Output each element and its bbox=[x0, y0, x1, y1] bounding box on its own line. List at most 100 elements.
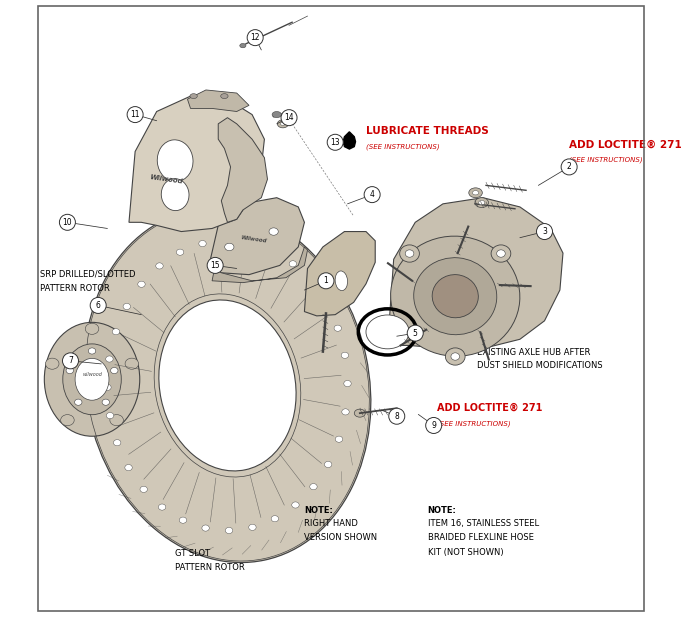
Circle shape bbox=[247, 30, 263, 46]
Ellipse shape bbox=[161, 178, 189, 210]
Polygon shape bbox=[209, 247, 307, 283]
Ellipse shape bbox=[414, 258, 497, 334]
Ellipse shape bbox=[102, 399, 109, 405]
Ellipse shape bbox=[179, 517, 187, 523]
Text: DUST SHIELD MODIFICATIONS: DUST SHIELD MODIFICATIONS bbox=[477, 361, 603, 370]
Ellipse shape bbox=[334, 325, 342, 331]
Text: PATTERN ROTOR: PATTERN ROTOR bbox=[175, 563, 245, 572]
Text: 2: 2 bbox=[567, 162, 571, 172]
Ellipse shape bbox=[75, 399, 82, 405]
Circle shape bbox=[318, 273, 334, 289]
Ellipse shape bbox=[72, 327, 162, 431]
Polygon shape bbox=[388, 197, 563, 349]
Circle shape bbox=[407, 325, 424, 341]
Ellipse shape bbox=[281, 122, 286, 125]
Ellipse shape bbox=[176, 249, 184, 255]
Text: (SEE INSTRUCTIONS): (SEE INSTRUCTIONS) bbox=[569, 157, 643, 164]
Ellipse shape bbox=[46, 358, 59, 369]
Ellipse shape bbox=[159, 300, 296, 471]
Ellipse shape bbox=[473, 191, 479, 195]
Ellipse shape bbox=[104, 384, 111, 391]
Circle shape bbox=[127, 107, 143, 123]
Circle shape bbox=[327, 135, 343, 151]
Ellipse shape bbox=[113, 440, 121, 445]
Text: 6: 6 bbox=[96, 301, 101, 310]
Text: 15: 15 bbox=[210, 261, 220, 270]
Text: (SEE INSTRUCTIONS): (SEE INSTRUCTIONS) bbox=[366, 143, 440, 150]
Ellipse shape bbox=[156, 263, 163, 269]
Ellipse shape bbox=[158, 140, 193, 181]
Ellipse shape bbox=[138, 281, 145, 288]
Ellipse shape bbox=[158, 504, 166, 510]
Ellipse shape bbox=[85, 323, 99, 334]
Text: ITEM 16, STAINLESS STEEL: ITEM 16, STAINLESS STEEL bbox=[428, 520, 539, 528]
Ellipse shape bbox=[123, 304, 130, 310]
Ellipse shape bbox=[475, 197, 489, 207]
Circle shape bbox=[561, 159, 577, 175]
Ellipse shape bbox=[246, 240, 253, 246]
Text: 11: 11 bbox=[130, 110, 140, 119]
Circle shape bbox=[364, 186, 380, 202]
Text: Wilwood: Wilwood bbox=[149, 174, 183, 184]
Polygon shape bbox=[218, 118, 267, 222]
Ellipse shape bbox=[335, 271, 348, 291]
Ellipse shape bbox=[479, 201, 485, 205]
Ellipse shape bbox=[310, 484, 317, 490]
Ellipse shape bbox=[199, 241, 206, 247]
Text: 4: 4 bbox=[370, 190, 374, 199]
Circle shape bbox=[389, 408, 405, 424]
Ellipse shape bbox=[269, 228, 279, 235]
Ellipse shape bbox=[240, 43, 246, 48]
Ellipse shape bbox=[106, 413, 113, 419]
Text: PATTERN ROTOR: PATTERN ROTOR bbox=[40, 284, 109, 293]
Polygon shape bbox=[304, 231, 375, 316]
Circle shape bbox=[281, 110, 297, 126]
Text: ADD LOCTITE® 271: ADD LOCTITE® 271 bbox=[437, 403, 542, 413]
Ellipse shape bbox=[63, 344, 121, 415]
Text: 3: 3 bbox=[542, 227, 547, 236]
Ellipse shape bbox=[190, 94, 197, 99]
Ellipse shape bbox=[220, 94, 228, 99]
Ellipse shape bbox=[445, 348, 465, 365]
Text: 7: 7 bbox=[68, 357, 73, 365]
Polygon shape bbox=[209, 197, 304, 275]
Text: (SEE INSTRUCTIONS): (SEE INSTRUCTIONS) bbox=[437, 420, 510, 427]
Ellipse shape bbox=[268, 247, 276, 254]
Text: 13: 13 bbox=[330, 138, 340, 147]
Ellipse shape bbox=[225, 243, 234, 251]
Text: 12: 12 bbox=[251, 33, 260, 42]
Ellipse shape bbox=[405, 250, 414, 257]
Circle shape bbox=[207, 257, 223, 273]
Ellipse shape bbox=[341, 352, 349, 358]
Ellipse shape bbox=[277, 120, 288, 128]
Ellipse shape bbox=[491, 245, 511, 262]
Ellipse shape bbox=[271, 516, 279, 522]
Ellipse shape bbox=[225, 528, 232, 534]
Text: 5: 5 bbox=[413, 329, 418, 337]
Text: wilwood: wilwood bbox=[82, 372, 102, 377]
Ellipse shape bbox=[451, 353, 460, 360]
Text: EXISTING AXLE HUB AFTER: EXISTING AXLE HUB AFTER bbox=[477, 347, 590, 357]
Circle shape bbox=[536, 223, 552, 239]
Circle shape bbox=[426, 418, 442, 434]
Ellipse shape bbox=[325, 462, 332, 468]
Ellipse shape bbox=[335, 436, 343, 442]
Circle shape bbox=[90, 297, 106, 313]
Ellipse shape bbox=[84, 209, 371, 563]
Circle shape bbox=[62, 353, 78, 369]
Text: NOTE:: NOTE: bbox=[428, 506, 456, 515]
Ellipse shape bbox=[125, 358, 139, 369]
Ellipse shape bbox=[112, 329, 120, 335]
Ellipse shape bbox=[432, 275, 478, 318]
Text: BRAIDED FLEXLINE HOSE: BRAIDED FLEXLINE HOSE bbox=[428, 534, 533, 542]
Ellipse shape bbox=[125, 465, 132, 471]
Text: NOTE:: NOTE: bbox=[304, 506, 333, 515]
Polygon shape bbox=[343, 132, 356, 149]
Ellipse shape bbox=[75, 358, 109, 400]
Ellipse shape bbox=[342, 409, 349, 415]
Text: 14: 14 bbox=[284, 113, 294, 122]
Text: RIGHT HAND: RIGHT HAND bbox=[304, 520, 358, 528]
Ellipse shape bbox=[469, 188, 482, 197]
Ellipse shape bbox=[61, 415, 74, 426]
Text: KIT (NOT SHOWN): KIT (NOT SHOWN) bbox=[428, 548, 503, 557]
